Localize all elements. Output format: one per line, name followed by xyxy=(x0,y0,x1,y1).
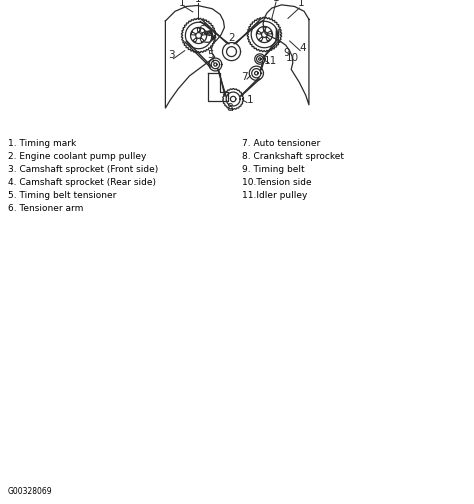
Text: 3. Camshaft sprocket (Front side): 3. Camshaft sprocket (Front side) xyxy=(8,165,158,174)
Text: 11: 11 xyxy=(264,55,277,66)
Text: 7. Auto tensioner: 7. Auto tensioner xyxy=(242,139,320,148)
Text: 1: 1 xyxy=(273,0,279,3)
Text: 8. Crankshaft sprocket: 8. Crankshaft sprocket xyxy=(242,152,344,161)
Text: 9: 9 xyxy=(283,48,290,58)
Text: 1: 1 xyxy=(179,0,186,8)
Text: 4: 4 xyxy=(299,43,306,52)
Text: 9. Timing belt: 9. Timing belt xyxy=(242,165,305,174)
Text: 6. Tensioner arm: 6. Tensioner arm xyxy=(8,204,83,213)
Text: 1. Timing mark: 1. Timing mark xyxy=(8,139,76,148)
Text: 11.Idler pulley: 11.Idler pulley xyxy=(242,191,307,200)
Text: 5. Timing belt tensioner: 5. Timing belt tensioner xyxy=(8,191,117,200)
Text: 2: 2 xyxy=(228,33,235,43)
Text: 6: 6 xyxy=(199,25,205,35)
Text: 1: 1 xyxy=(298,0,304,9)
Text: 2. Engine coolant pump pulley: 2. Engine coolant pump pulley xyxy=(8,152,146,161)
Text: 5: 5 xyxy=(207,50,214,60)
Text: 1: 1 xyxy=(247,95,254,105)
Text: 3: 3 xyxy=(169,50,175,60)
Text: 4. Camshaft sprocket (Rear side): 4. Camshaft sprocket (Rear side) xyxy=(8,178,156,187)
Text: 10.Tension side: 10.Tension side xyxy=(242,178,311,187)
Text: 8: 8 xyxy=(227,103,233,113)
Text: G00328069: G00328069 xyxy=(8,487,53,496)
Text: 1: 1 xyxy=(195,0,201,4)
Text: 7: 7 xyxy=(241,72,248,82)
Text: 10: 10 xyxy=(286,53,299,64)
